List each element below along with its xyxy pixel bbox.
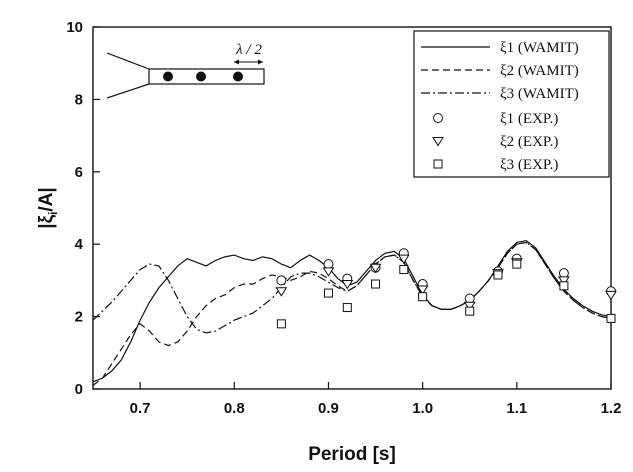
series-6-point xyxy=(323,288,333,298)
y-axis-ticks: 0 2 4 6 8 10 xyxy=(66,19,100,398)
plot-frame xyxy=(92,26,612,390)
series-4-point xyxy=(323,259,334,270)
series-line-1 xyxy=(93,239,611,383)
series-5-point xyxy=(275,287,288,297)
legend-entry-5: ξ2 (EXP.) xyxy=(432,134,558,150)
x-tick-label: 0.7 xyxy=(130,400,151,417)
legend-swatch-marker xyxy=(433,159,443,169)
series-4-point xyxy=(464,293,475,304)
y-axis-title-main: |ξ xyxy=(36,214,57,228)
series-5-point xyxy=(463,301,476,312)
inset-channel-lower xyxy=(106,83,150,99)
x-tick-label: 1.1 xyxy=(506,400,527,417)
x-tick-label: 0.8 xyxy=(224,400,245,417)
series-6-point xyxy=(606,313,616,323)
series-6-point xyxy=(512,259,522,269)
series-6-point xyxy=(342,303,352,313)
y-axis-title-tail: /A| xyxy=(36,187,57,211)
series-5-point xyxy=(341,280,354,290)
legend-label: ξ1 (WAMIT) xyxy=(500,40,579,56)
series-6-point xyxy=(276,319,286,329)
series-4-point xyxy=(276,275,287,286)
series-line-2 xyxy=(93,241,611,386)
series-6-point xyxy=(399,265,409,275)
legend-entry-2: ξ2 (WAMIT) xyxy=(421,63,579,79)
series-6-point xyxy=(371,279,381,289)
series-layer xyxy=(93,239,611,386)
legend-label: ξ1 (EXP.) xyxy=(500,111,558,127)
series-5-point xyxy=(416,285,429,295)
legend-entries: ξ1 (WAMIT) ξ2 (WAMIT) ξ3 (WAMIT) ξ1 (EXP.) ξ… xyxy=(421,40,579,173)
x-tick-label: 1.0 xyxy=(412,400,433,417)
inset-body-dot-1 xyxy=(163,71,173,82)
y-axis-title: |ξi/A| xyxy=(36,187,60,228)
series-5-point xyxy=(558,276,570,286)
x-tick-label: 1.2 xyxy=(601,400,622,417)
legend-label: ξ3 (WAMIT) xyxy=(500,86,579,102)
series-6-point xyxy=(418,292,428,302)
legend-box xyxy=(413,30,610,178)
y-tick-label: 2 xyxy=(75,309,83,326)
series-6-point xyxy=(559,281,569,291)
legend-swatch-marker xyxy=(433,113,443,123)
x-axis-title: Period [s] xyxy=(308,444,396,465)
legend-swatch-marker xyxy=(432,137,444,147)
inset-body-dot-2 xyxy=(196,71,206,82)
series-5-point xyxy=(322,267,335,277)
svg-text:|ξi/A|: |ξi/A| xyxy=(36,187,60,228)
y-tick-label: 10 xyxy=(66,19,83,36)
series-4-point xyxy=(558,268,569,279)
legend-label: ξ2 (WAMIT) xyxy=(500,63,579,79)
legend-entry-1: ξ1 (WAMIT) xyxy=(421,40,579,56)
legend-entry-3: ξ3 (WAMIT) xyxy=(421,86,579,102)
series-5-point xyxy=(605,290,617,301)
y-tick-label: 8 xyxy=(75,91,83,108)
series-6-point xyxy=(465,306,475,316)
inset-channel-upper xyxy=(106,52,150,70)
x-tick-label: 0.9 xyxy=(318,400,339,417)
inset-schematic: λ / 2 xyxy=(106,42,265,99)
series-5-point xyxy=(369,263,382,274)
inset-label: λ / 2 xyxy=(235,42,262,58)
y-axis-title-sub: i xyxy=(46,212,60,215)
legend-label: ξ3 (EXP.) xyxy=(500,157,558,173)
series-line-3 xyxy=(93,241,611,334)
legend-label: ξ2 (EXP.) xyxy=(500,134,558,150)
legend: ξ1 (WAMIT) ξ2 (WAMIT) ξ3 (WAMIT) ξ1 (EXP.) ξ… xyxy=(413,30,610,178)
x-axis-ticks: 0.7 0.8 0.9 1.0 1.1 1.2 xyxy=(130,382,622,417)
inset-arrowhead-right xyxy=(258,59,263,65)
series-5-point xyxy=(397,254,410,265)
y-tick-label: 6 xyxy=(75,164,83,181)
legend-entry-6: ξ3 (EXP.) xyxy=(433,157,558,173)
inset-body-dot-3 xyxy=(233,71,243,82)
y-tick-label: 0 xyxy=(75,381,83,398)
y-tick-label: 4 xyxy=(75,236,84,253)
series-6-point xyxy=(493,270,503,280)
marker-layer xyxy=(275,248,617,329)
legend-entry-4: ξ1 (EXP.) xyxy=(433,111,558,127)
inset-arrowhead-left xyxy=(234,59,239,65)
